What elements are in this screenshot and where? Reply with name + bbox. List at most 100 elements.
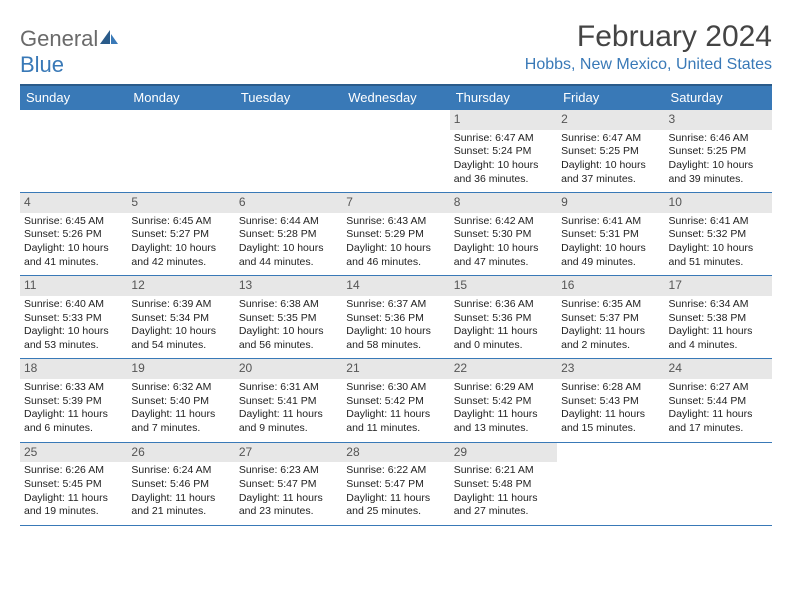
- day-number: 7: [342, 193, 449, 213]
- sunset-text: Sunset: 5:32 PM: [669, 228, 768, 242]
- day-header: Friday: [557, 85, 664, 110]
- sunrise-text: Sunrise: 6:31 AM: [239, 381, 338, 395]
- daylight-text: Daylight: 10 hours: [24, 242, 123, 256]
- day-number: 11: [20, 276, 127, 296]
- sunrise-text: Sunrise: 6:32 AM: [131, 381, 230, 395]
- day-number: 27: [235, 443, 342, 463]
- calendar-day-cell: [342, 110, 449, 193]
- calendar-week-row: 1Sunrise: 6:47 AMSunset: 5:24 PMDaylight…: [20, 110, 772, 193]
- day-number: 13: [235, 276, 342, 296]
- day-number: 21: [342, 359, 449, 379]
- logo-sail-icon: [98, 28, 120, 51]
- sunrise-text: Sunrise: 6:38 AM: [239, 298, 338, 312]
- daylight-text: Daylight: 11 hours: [346, 492, 445, 506]
- sunset-text: Sunset: 5:36 PM: [454, 312, 553, 326]
- daylight-text-2: and 44 minutes.: [239, 256, 338, 270]
- day-number: 26: [127, 443, 234, 463]
- daylight-text: Daylight: 11 hours: [454, 408, 553, 422]
- calendar-day-cell: [20, 110, 127, 193]
- sunset-text: Sunset: 5:27 PM: [131, 228, 230, 242]
- daylight-text-2: and 19 minutes.: [24, 505, 123, 519]
- daylight-text-2: and 37 minutes.: [561, 173, 660, 187]
- sunrise-text: Sunrise: 6:41 AM: [561, 215, 660, 229]
- sunset-text: Sunset: 5:35 PM: [239, 312, 338, 326]
- sunset-text: Sunset: 5:47 PM: [239, 478, 338, 492]
- sunrise-text: Sunrise: 6:29 AM: [454, 381, 553, 395]
- daylight-text-2: and 58 minutes.: [346, 339, 445, 353]
- day-number: 24: [665, 359, 772, 379]
- daylight-text-2: and 56 minutes.: [239, 339, 338, 353]
- day-number: 22: [450, 359, 557, 379]
- day-number: 2: [557, 110, 664, 130]
- calendar-day-cell: [127, 110, 234, 193]
- day-number: 14: [342, 276, 449, 296]
- day-header-row: Sunday Monday Tuesday Wednesday Thursday…: [20, 85, 772, 110]
- calendar-day-cell: 16Sunrise: 6:35 AMSunset: 5:37 PMDayligh…: [557, 276, 664, 359]
- sunset-text: Sunset: 5:31 PM: [561, 228, 660, 242]
- sunset-text: Sunset: 5:45 PM: [24, 478, 123, 492]
- daylight-text: Daylight: 10 hours: [239, 325, 338, 339]
- sunrise-text: Sunrise: 6:43 AM: [346, 215, 445, 229]
- daylight-text-2: and 0 minutes.: [454, 339, 553, 353]
- day-number: 8: [450, 193, 557, 213]
- daylight-text: Daylight: 11 hours: [669, 325, 768, 339]
- sunrise-text: Sunrise: 6:22 AM: [346, 464, 445, 478]
- day-header: Sunday: [20, 85, 127, 110]
- sunset-text: Sunset: 5:29 PM: [346, 228, 445, 242]
- sunrise-text: Sunrise: 6:36 AM: [454, 298, 553, 312]
- sunrise-text: Sunrise: 6:47 AM: [454, 132, 553, 146]
- day-number: 3: [665, 110, 772, 130]
- calendar-week-row: 11Sunrise: 6:40 AMSunset: 5:33 PMDayligh…: [20, 276, 772, 359]
- calendar-day-cell: [557, 442, 664, 525]
- daylight-text-2: and 49 minutes.: [561, 256, 660, 270]
- daylight-text: Daylight: 10 hours: [346, 242, 445, 256]
- daylight-text-2: and 7 minutes.: [131, 422, 230, 436]
- day-number: 9: [557, 193, 664, 213]
- daylight-text: Daylight: 10 hours: [669, 159, 768, 173]
- calendar-day-cell: 21Sunrise: 6:30 AMSunset: 5:42 PMDayligh…: [342, 359, 449, 442]
- daylight-text-2: and 42 minutes.: [131, 256, 230, 270]
- calendar-day-cell: 9Sunrise: 6:41 AMSunset: 5:31 PMDaylight…: [557, 193, 664, 276]
- daylight-text-2: and 41 minutes.: [24, 256, 123, 270]
- day-number: 12: [127, 276, 234, 296]
- logo: General Blue: [20, 20, 120, 78]
- daylight-text: Daylight: 11 hours: [131, 408, 230, 422]
- daylight-text-2: and 15 minutes.: [561, 422, 660, 436]
- month-title: February 2024: [525, 20, 772, 54]
- daylight-text-2: and 27 minutes.: [454, 505, 553, 519]
- sunrise-text: Sunrise: 6:42 AM: [454, 215, 553, 229]
- sunrise-text: Sunrise: 6:47 AM: [561, 132, 660, 146]
- day-number: 28: [342, 443, 449, 463]
- calendar-day-cell: 29Sunrise: 6:21 AMSunset: 5:48 PMDayligh…: [450, 442, 557, 525]
- day-number: 6: [235, 193, 342, 213]
- sunset-text: Sunset: 5:30 PM: [454, 228, 553, 242]
- sunrise-text: Sunrise: 6:34 AM: [669, 298, 768, 312]
- sunrise-text: Sunrise: 6:28 AM: [561, 381, 660, 395]
- calendar-day-cell: 12Sunrise: 6:39 AMSunset: 5:34 PMDayligh…: [127, 276, 234, 359]
- daylight-text: Daylight: 11 hours: [669, 408, 768, 422]
- day-number: 4: [20, 193, 127, 213]
- sunset-text: Sunset: 5:26 PM: [24, 228, 123, 242]
- day-number: 5: [127, 193, 234, 213]
- calendar-week-row: 4Sunrise: 6:45 AMSunset: 5:26 PMDaylight…: [20, 193, 772, 276]
- daylight-text-2: and 9 minutes.: [239, 422, 338, 436]
- daylight-text: Daylight: 10 hours: [669, 242, 768, 256]
- calendar-day-cell: 17Sunrise: 6:34 AMSunset: 5:38 PMDayligh…: [665, 276, 772, 359]
- sunset-text: Sunset: 5:44 PM: [669, 395, 768, 409]
- daylight-text: Daylight: 11 hours: [454, 492, 553, 506]
- calendar-day-cell: 11Sunrise: 6:40 AMSunset: 5:33 PMDayligh…: [20, 276, 127, 359]
- sunset-text: Sunset: 5:25 PM: [561, 145, 660, 159]
- logo-text-general: General: [20, 26, 98, 51]
- sunrise-text: Sunrise: 6:45 AM: [131, 215, 230, 229]
- calendar-day-cell: 6Sunrise: 6:44 AMSunset: 5:28 PMDaylight…: [235, 193, 342, 276]
- daylight-text-2: and 6 minutes.: [24, 422, 123, 436]
- sunrise-text: Sunrise: 6:27 AM: [669, 381, 768, 395]
- calendar-day-cell: [665, 442, 772, 525]
- calendar-table: Sunday Monday Tuesday Wednesday Thursday…: [20, 84, 772, 526]
- day-header: Thursday: [450, 85, 557, 110]
- daylight-text: Daylight: 10 hours: [24, 325, 123, 339]
- day-header: Tuesday: [235, 85, 342, 110]
- day-number: 17: [665, 276, 772, 296]
- sunset-text: Sunset: 5:28 PM: [239, 228, 338, 242]
- calendar-day-cell: 25Sunrise: 6:26 AMSunset: 5:45 PMDayligh…: [20, 442, 127, 525]
